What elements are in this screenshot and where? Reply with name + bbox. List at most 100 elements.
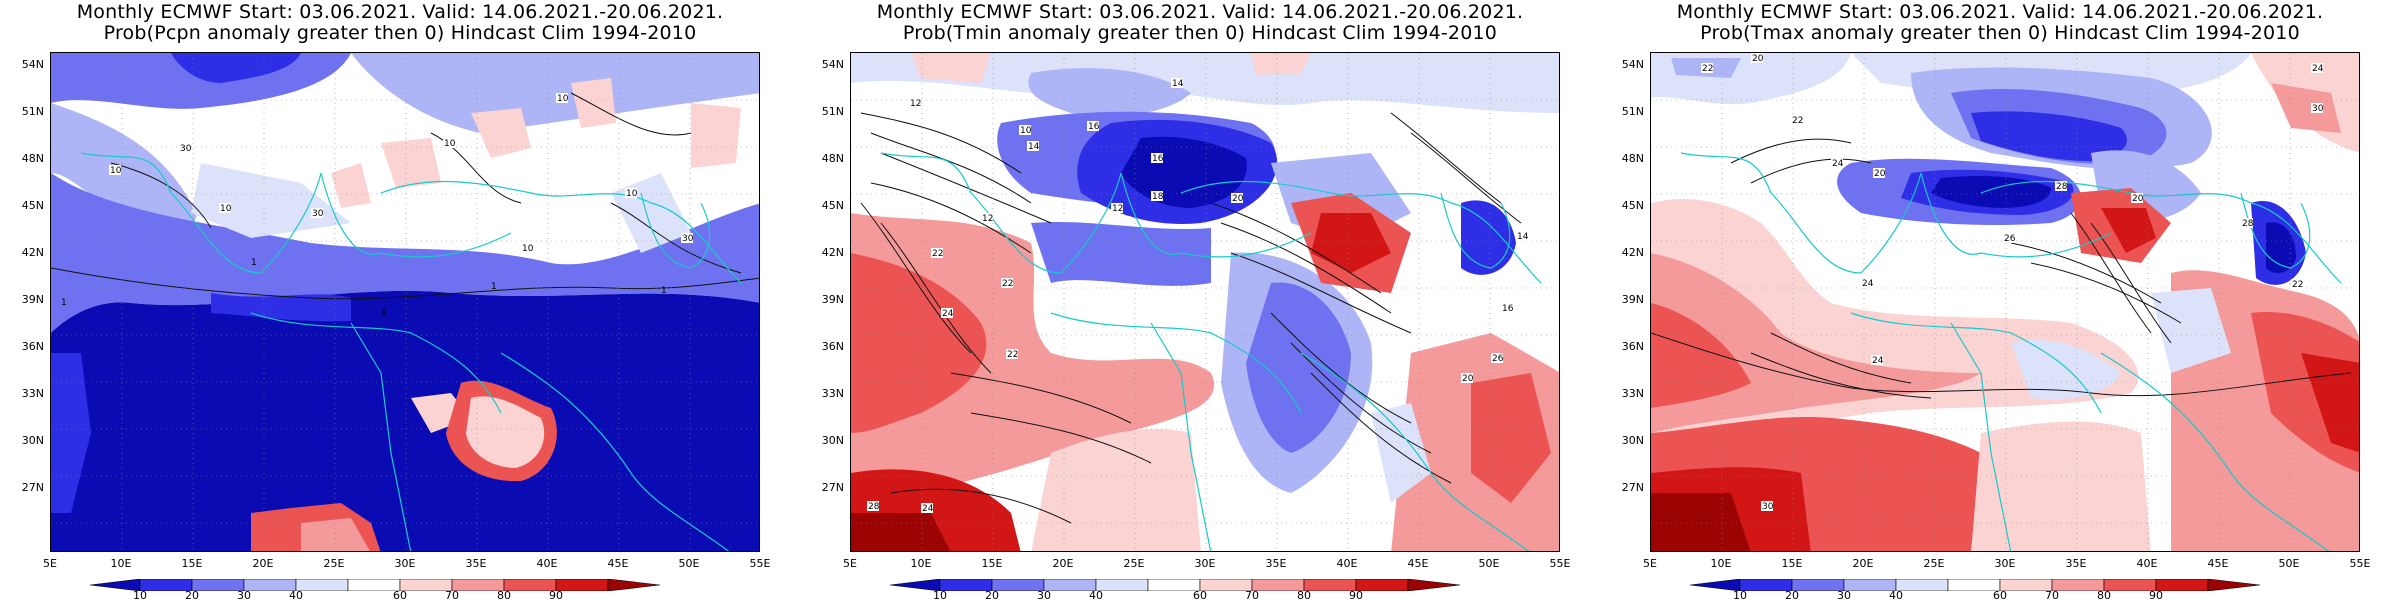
colorbar-label: 70 (445, 589, 459, 602)
colorbar-label: 10 (133, 589, 147, 602)
map-tmin-probability: 12 10 14 16 14 12 16 18 12 20 22 22 24 2… (850, 52, 1560, 552)
colorbar-arrow-high (607, 578, 661, 592)
contour-label: 16 (1502, 304, 1514, 314)
contour-label: 12 (910, 99, 921, 109)
latitude-label: 48N (21, 152, 44, 165)
colorbar (1689, 576, 2310, 595)
longitude-label: 20E (1052, 557, 1074, 570)
coastline (1680, 152, 2342, 551)
longitude-label: 15E (981, 557, 1003, 570)
map-precipitation-probability: 10 30 10 30 10 10 10 30 10 1 1 1 1 1 (50, 52, 760, 552)
contour-line (860, 112, 1522, 374)
probability-field (851, 253, 987, 433)
longitude-label: 55E (1549, 557, 1571, 570)
probability-field (466, 396, 545, 468)
panel-title-line-1: Monthly ECMWF Start: 03.06.2021. Valid: … (1676, 1, 2324, 23)
probability-field (471, 78, 741, 168)
contour-label: 10 (557, 94, 569, 104)
colorbar-label: 70 (2045, 589, 2059, 602)
panel-title-line-2: Prob(Tmin anomaly greater then 0) Hindca… (902, 22, 1498, 44)
panel-title-line-1: Monthly ECMWF Start: 03.06.2021. Valid: … (876, 1, 1524, 23)
latitude-label: 45N (821, 199, 844, 212)
contour-label: 26 (1492, 354, 1504, 364)
contour-label: 20 (1752, 54, 1764, 64)
probability-field (851, 213, 1215, 503)
contour-line (1730, 138, 2182, 399)
colorbar-label: 40 (289, 589, 303, 602)
contour-label: 24 (942, 309, 954, 319)
contour-label: 12 (1112, 204, 1123, 214)
colorbar-label: 10 (1733, 589, 1747, 602)
longitude-label: 45E (2207, 557, 2229, 570)
longitude-label: 35E (1265, 557, 1287, 570)
longitude-label: 50E (1478, 557, 1500, 570)
latitude-label: 36N (1621, 340, 1644, 353)
longitude-label: 20E (1852, 557, 1874, 570)
contour-label: 1 (381, 308, 387, 318)
probability-field (911, 53, 1311, 83)
probability-field (1471, 373, 1551, 503)
panel-tmax: Monthly ECMWF Start: 03.06.2021. Valid: … (1600, 0, 2400, 602)
panel-title-line-2: Prob(Tmax anomaly greater then 0) Hindca… (1700, 22, 2300, 44)
latitude-label: 51N (21, 105, 44, 118)
probability-field (851, 513, 950, 551)
latitude-label: 42N (21, 246, 44, 259)
latitude-label: 27N (821, 481, 844, 494)
latitude-label: 39N (821, 293, 844, 306)
colorbar-arrow-high (1407, 578, 1461, 592)
probability-field (2101, 208, 2156, 253)
probability-field (351, 53, 759, 133)
contour-label: 30 (312, 209, 324, 219)
longitude-label: 40E (2136, 557, 2158, 570)
map-tmax-probability: 20 22 24 30 22 24 20 28 26 24 30 24 22 2… (1650, 52, 2360, 552)
latitude-label: 45N (1621, 199, 1644, 212)
latitude-label: 27N (1621, 481, 1644, 494)
longitude-label: 40E (1336, 557, 1358, 570)
contour-label: 1 (251, 258, 257, 268)
contour-label: 20 (1462, 374, 1474, 384)
contour-label: 1 (61, 298, 67, 308)
latitude-label: 51N (821, 105, 844, 118)
colorbar (89, 576, 710, 595)
probability-field (191, 163, 351, 238)
contour-label: 30 (180, 144, 192, 154)
colorbar-label: 90 (1349, 589, 1363, 602)
contour-line (1651, 332, 2352, 397)
probability-field (1651, 493, 1751, 551)
latitude-label: 30N (1621, 434, 1644, 447)
contour-label: 28 (2242, 219, 2254, 229)
probability-field (2301, 353, 2359, 453)
grid-lines (851, 53, 1559, 551)
longitude-label: 50E (678, 557, 700, 570)
coastline (1440, 192, 1511, 269)
probability-field (331, 138, 441, 208)
longitude-label: 55E (2349, 557, 2371, 570)
contour-label: 24 (1832, 159, 1844, 169)
contour-label: 24 (2312, 64, 2324, 74)
contour-label: 22 (932, 249, 943, 259)
contour-label: 10 (626, 189, 638, 199)
probability-field (1246, 282, 1351, 453)
contour-label: 20 (1232, 194, 1244, 204)
longitude-label: 25E (1923, 557, 1945, 570)
contour-label: 22 (2292, 280, 2303, 290)
longitude-label: 35E (465, 557, 487, 570)
contour-label: 14 (1028, 142, 1040, 152)
longitude-label: 20E (252, 557, 274, 570)
panel-precipitation: Monthly ECMWF Start: 03.06.2021. Valid: … (0, 0, 800, 602)
coastline (80, 152, 742, 551)
colorbar-label: 40 (1089, 589, 1103, 602)
contour-label: 16 (1152, 154, 1164, 164)
contour-label: 22 (1792, 116, 1803, 126)
latitude-label: 39N (1621, 293, 1644, 306)
longitude-label: 30E (1994, 557, 2016, 570)
contour-label: 30 (1762, 502, 1774, 512)
colorbar-label: 60 (1993, 589, 2007, 602)
probability-field (301, 518, 370, 551)
longitude-label: 35E (2065, 557, 2087, 570)
latitude-label: 30N (821, 434, 844, 447)
longitude-label: 5E (1643, 557, 1657, 570)
probability-field (211, 293, 351, 322)
probability-field (51, 173, 759, 333)
colorbar-label: 20 (985, 589, 999, 602)
